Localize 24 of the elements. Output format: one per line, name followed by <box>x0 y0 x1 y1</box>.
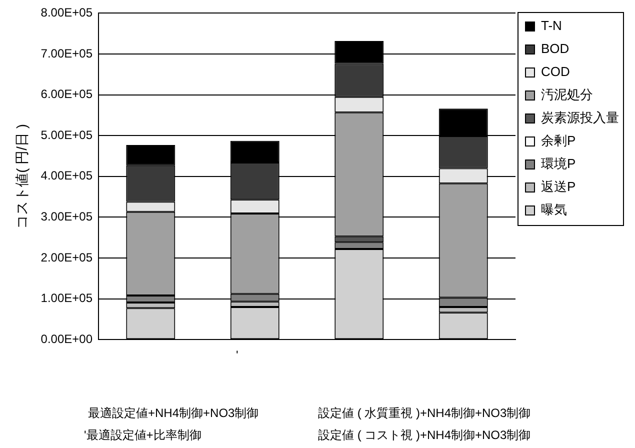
legend-label: 炭素源投入量 <box>541 110 619 126</box>
y-tick-label: 7.00E+05 <box>40 46 93 60</box>
y-tick-label: 2.00E+05 <box>40 250 93 264</box>
legend-label: BOD <box>541 41 570 56</box>
y-tick-label: 6.00E+05 <box>40 87 93 102</box>
legend-label: 環境P <box>541 156 576 172</box>
text: 設定値 ( 水質重視 )+NH4制御+NO3制御 <box>318 405 531 422</box>
legend-label: COD <box>541 64 570 80</box>
y-tick-label: 5.00E+05 <box>40 128 93 142</box>
text: 最適設定値+NH4制御+NO3制御 <box>88 405 259 422</box>
y-tick-label: 8.00E+05 <box>40 6 93 20</box>
y-tick-label: 0.00E+00 <box>40 332 93 346</box>
legend-label: 汚泥処分 <box>541 87 593 102</box>
y-axis-title: コスト値( 円/日 ) <box>13 124 30 229</box>
y-tick-label: 1.00E+05 <box>40 291 93 306</box>
legend-label: 曝気 <box>541 202 567 218</box>
text: '最適設定値+比率制御 <box>84 427 202 444</box>
text: 設定値 ( コスト視 )+NH4制御+NO3制御 <box>318 427 531 444</box>
legend-label: 返送P <box>541 179 576 194</box>
legend-label: 余剰P <box>541 133 576 148</box>
legend-label: T-N <box>541 18 562 34</box>
text: ' <box>236 348 238 362</box>
y-tick-label: 3.00E+05 <box>40 210 93 224</box>
y-tick-label: 4.00E+05 <box>40 168 93 183</box>
